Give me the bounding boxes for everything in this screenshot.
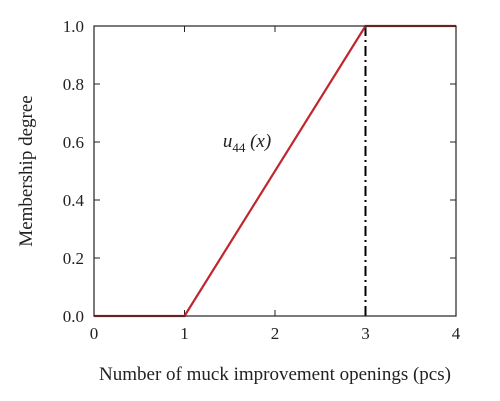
y-axis-label: Membership degree <box>16 95 37 246</box>
annotation-subscript: 44 <box>232 140 246 155</box>
y-tick-label: 1.0 <box>63 17 84 36</box>
membership-curve <box>94 24 456 318</box>
membership-function-label: u44 (x) <box>223 131 271 155</box>
y-tick-label: 0.4 <box>63 191 85 210</box>
x-axis-label: Number of muck improvement openings (pcs… <box>99 364 451 385</box>
x-tick-label: 2 <box>271 324 280 343</box>
plot-frame <box>93 25 457 317</box>
x-tick-label: 4 <box>452 324 461 343</box>
annotation-symbol: u <box>223 131 233 152</box>
y-tick-label: 0.8 <box>63 75 84 94</box>
labels-layer: 0 1 2 3 4 0.0 0.2 0.4 0.6 0.8 1.0 <box>63 17 461 343</box>
y-tick-label: 0.6 <box>63 133 84 152</box>
x-tick-label: 0 <box>90 324 99 343</box>
y-tick-label: 0.2 <box>63 249 84 268</box>
annotation-argument: (x) <box>245 131 271 152</box>
x-tick-label: 3 <box>361 324 370 343</box>
y-tick-label: 0.0 <box>63 307 84 326</box>
x-tick-label: 1 <box>180 324 189 343</box>
lines-layer <box>94 24 456 318</box>
